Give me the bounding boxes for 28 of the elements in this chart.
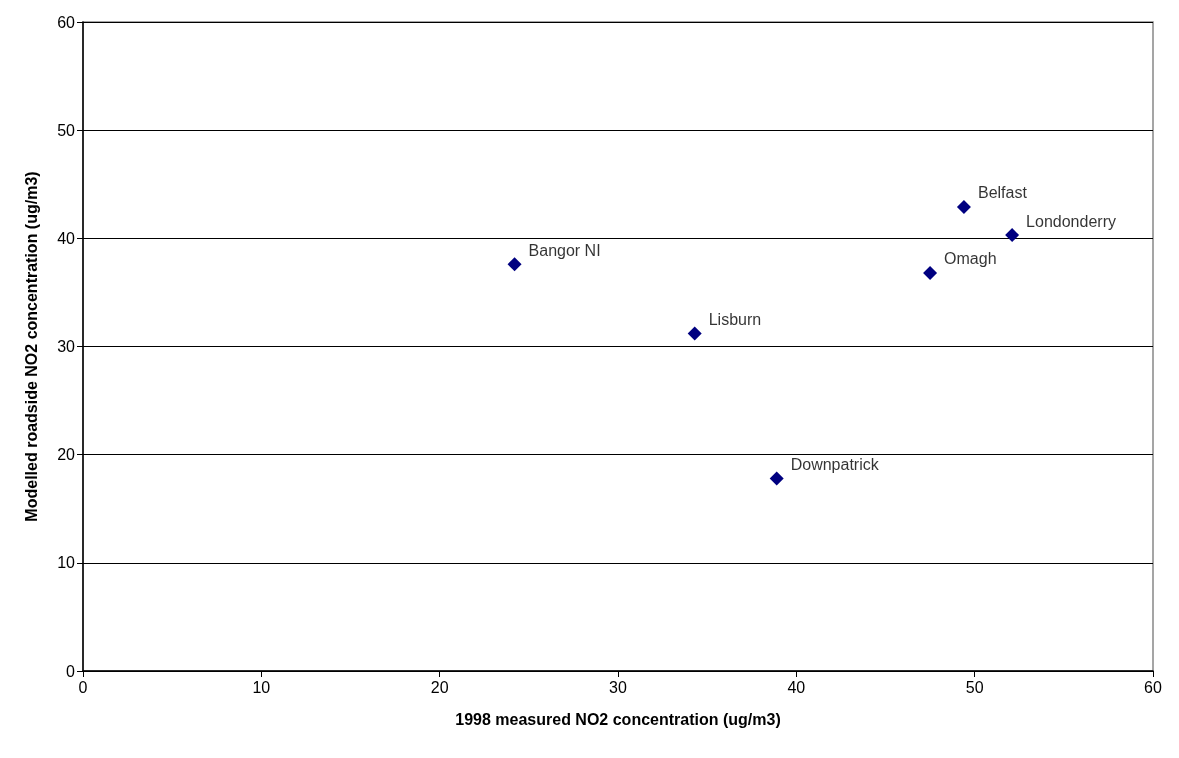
y-tick-label: 40 — [57, 229, 76, 247]
x-tick-label: 0 — [78, 678, 88, 696]
annotation: Downpatrick — [790, 455, 880, 473]
point — [769, 471, 784, 486]
point — [507, 257, 522, 272]
y-tick-label: 0 — [66, 662, 76, 680]
annotation: Lisburn — [708, 311, 762, 329]
y-tick-label: 10 — [57, 554, 76, 572]
x-tick-label: 30 — [609, 678, 627, 696]
y-axis-title: Modelled roadside NO2 concentration (ug/m3) — [22, 171, 40, 522]
x-tick-label: 60 — [1144, 678, 1162, 696]
point — [687, 326, 702, 341]
y-tick-label: 60 — [57, 13, 76, 31]
annotation: Omagh — [944, 250, 997, 268]
x-axis-title: 1998 measured NO2 concentration (ug/m3) — [455, 710, 781, 728]
x-tick-label: 10 — [252, 678, 271, 696]
x-tick-label: 40 — [787, 678, 806, 696]
annotation: Londonderry — [1026, 212, 1116, 230]
x-tick-label: 20 — [430, 678, 449, 696]
annotation: Belfast — [977, 184, 1028, 202]
y-tick-label: 30 — [57, 338, 76, 355]
y-tick-label: 50 — [57, 121, 76, 139]
point — [956, 199, 971, 214]
x-tick-label: 50 — [965, 678, 984, 696]
y-tick-label: 20 — [57, 446, 76, 464]
point — [1005, 228, 1020, 243]
annotation: Bangor NI — [528, 241, 601, 259]
point — [923, 265, 938, 280]
